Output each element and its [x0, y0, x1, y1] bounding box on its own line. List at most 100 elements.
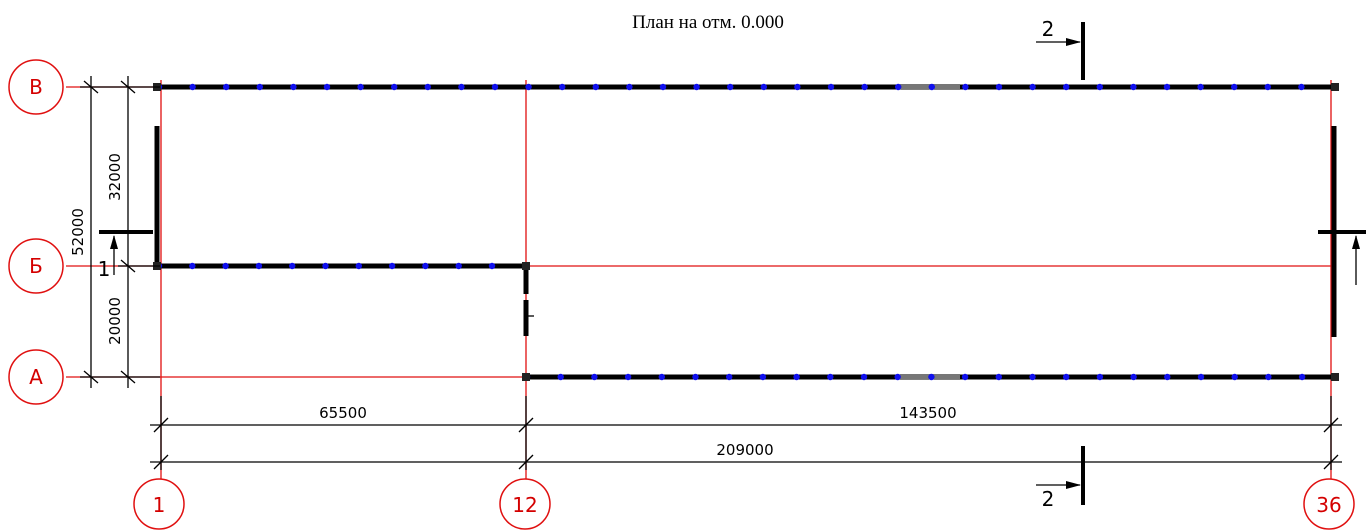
column-marker	[928, 373, 935, 381]
column-marker	[1163, 83, 1171, 91]
column-marker	[1029, 83, 1036, 91]
column-marker	[961, 373, 969, 381]
column-marker	[894, 373, 901, 381]
column-marker	[488, 262, 496, 270]
axis-label-12: 12	[512, 493, 537, 517]
column-marker	[1063, 83, 1070, 91]
column-marker	[388, 262, 396, 270]
column-marker	[355, 262, 362, 270]
column-marker	[861, 83, 868, 91]
section-mark-1-east	[1318, 230, 1366, 285]
axis-label-b: Б	[29, 254, 43, 278]
column-marker	[1298, 83, 1305, 91]
column-marker	[222, 262, 229, 270]
column-marker	[1231, 373, 1238, 381]
axis-label-36: 36	[1316, 493, 1341, 517]
column-marker	[255, 262, 263, 270]
walls	[154, 84, 1337, 380]
dim-horizontal-left: 65500	[319, 404, 367, 422]
section-label-1: 1	[98, 257, 111, 281]
column-marker	[1029, 373, 1036, 381]
column-marker	[525, 83, 532, 91]
column-marker	[759, 373, 767, 381]
column-marker	[591, 373, 598, 381]
corner-column	[522, 373, 530, 381]
section-mark-1-west: 1	[98, 230, 153, 281]
section-mark-2-bottom: 2	[1036, 446, 1085, 511]
column-marker	[1063, 373, 1070, 381]
column-marker	[458, 83, 465, 91]
column-marker	[1265, 373, 1272, 381]
column-marker	[1197, 373, 1205, 381]
column-marker	[692, 373, 699, 381]
axis-bubble-v: В	[8, 59, 64, 115]
column-marker	[659, 83, 667, 91]
column-marker	[827, 83, 835, 91]
column-marker	[1298, 373, 1306, 381]
corner-column	[522, 262, 530, 270]
wall-middle	[157, 263, 529, 294]
columns	[153, 83, 1339, 381]
axis-bubble-a: А	[8, 349, 64, 405]
horizontal-dimensions: 65500 143500 209000	[150, 396, 1342, 470]
column-marker	[693, 83, 700, 91]
column-marker	[727, 83, 734, 91]
column-marker	[1264, 83, 1272, 91]
axis-bubble-1: 1	[133, 478, 185, 530]
column-marker	[793, 373, 800, 381]
axis-label-v: В	[29, 75, 43, 99]
column-marker	[256, 83, 263, 91]
column-marker	[455, 262, 462, 270]
column-marker	[726, 373, 733, 381]
column-marker	[1197, 83, 1204, 91]
column-marker	[895, 83, 902, 91]
column-marker	[995, 373, 1002, 381]
section-label-2-top: 2	[1042, 17, 1055, 41]
column-marker	[827, 373, 834, 381]
dim-horizontal-total: 209000	[716, 441, 773, 459]
axis-bubble-36: 36	[1303, 478, 1355, 530]
column-marker	[658, 373, 665, 381]
axis-bubble-b: Б	[8, 238, 64, 294]
plan-title: План на отм. 0.000	[632, 12, 784, 33]
column-marker	[223, 83, 230, 91]
column-marker	[995, 83, 1003, 91]
column-marker	[624, 373, 632, 381]
column-marker	[424, 83, 431, 91]
section-mark-2-top: 2	[1036, 17, 1085, 80]
column-marker	[860, 373, 868, 381]
column-marker	[928, 83, 935, 91]
column-marker	[559, 83, 566, 91]
column-marker	[289, 262, 296, 270]
grid-lines	[66, 80, 1335, 480]
column-marker	[422, 262, 429, 270]
column-marker	[290, 83, 297, 91]
column-marker	[1231, 83, 1238, 91]
dim-vertical-upper: 32000	[106, 153, 124, 201]
column-marker	[1096, 373, 1104, 381]
column-marker	[557, 373, 564, 381]
column-marker	[322, 262, 329, 270]
column-marker	[1130, 83, 1137, 91]
corner-column	[1331, 83, 1339, 91]
dim-vertical-total: 52000	[69, 208, 87, 256]
column-marker	[1096, 83, 1104, 91]
column-marker	[1164, 373, 1171, 381]
axis-bubble-12: 12	[499, 478, 551, 530]
column-marker	[189, 83, 196, 91]
column-marker	[391, 83, 398, 91]
column-marker	[592, 83, 599, 91]
column-marker	[626, 83, 633, 91]
column-marker	[189, 262, 196, 270]
dim-horizontal-right: 143500	[899, 404, 956, 422]
column-marker	[760, 83, 767, 91]
column-marker	[794, 83, 801, 91]
corner-column	[1331, 373, 1339, 381]
axis-label-a: А	[29, 365, 43, 389]
column-marker	[357, 83, 364, 91]
column-marker	[962, 83, 969, 91]
dim-vertical-lower: 20000	[106, 297, 124, 345]
column-marker	[491, 83, 499, 91]
column-marker	[1130, 373, 1137, 381]
